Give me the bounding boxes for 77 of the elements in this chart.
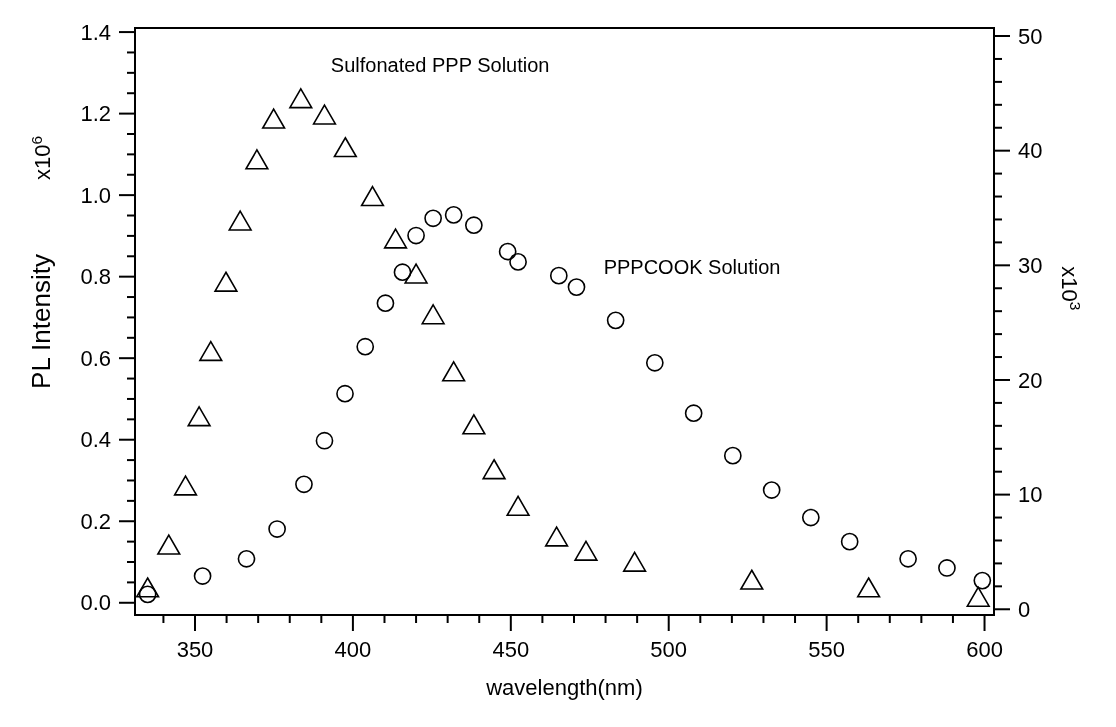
point [312,104,337,125]
point [509,253,527,271]
y-tick-label: 1.4 [80,19,111,45]
point [376,294,395,313]
point [464,216,483,235]
x-tick-label: 400 [334,637,372,662]
point [424,209,442,228]
point [336,384,354,403]
point [645,353,664,372]
point [723,446,742,465]
y-tick-label: 0.0 [80,590,111,616]
point [740,569,764,590]
point [315,431,334,450]
point [973,571,992,590]
point [356,337,375,356]
point [173,475,198,496]
x-tick-label: 450 [492,637,530,662]
point [762,481,781,499]
point [333,136,357,158]
point [421,304,445,325]
point [157,534,181,555]
point [684,404,703,423]
point [214,271,238,292]
x-axis-title: wavelength(nm) [485,675,643,700]
x-tick-label: 600 [966,637,1003,662]
y-tick-label: 0.2 [80,508,111,534]
point [360,185,385,207]
x-tick-label: 350 [176,637,214,662]
y-tick-label: 0.8 [80,264,111,290]
point [899,549,917,568]
y2-tick-label: 10 [1018,482,1043,508]
point [289,88,313,109]
point [199,340,223,362]
point [856,577,881,598]
point [574,540,598,561]
point [135,577,160,598]
point [801,508,820,527]
point [966,586,990,607]
point [295,475,313,494]
point [383,228,408,249]
y2-tick-label: 50 [1018,23,1043,49]
point [498,242,517,261]
point [506,495,530,517]
y2-tick-label: 30 [1018,253,1043,279]
point [245,149,269,170]
point [544,526,569,547]
point [606,311,625,330]
point [228,210,252,231]
point [840,532,859,551]
point [237,549,256,568]
point [261,108,286,129]
series-label: PPPCOOK Solution [603,255,781,278]
point [268,520,286,538]
point [622,551,647,572]
x-tick-label: 500 [650,637,688,662]
y-tick-label: 1.0 [80,182,111,208]
point [441,361,466,382]
y-tick-label: 1.2 [80,101,111,127]
y-axis-title: PL Intensity [26,254,56,389]
point [462,414,486,435]
point [444,206,463,224]
y2-tick-label: 0 [1018,596,1031,622]
point [193,567,212,585]
point [549,266,568,285]
y-tick-label: 0.4 [80,427,111,453]
point [393,263,412,282]
point [187,405,211,427]
point [404,263,428,284]
point [407,226,425,245]
point [482,458,506,480]
y2-tick-label: 40 [1018,138,1043,164]
y2-tick-label: 20 [1018,367,1043,393]
y-tick-label: 0.6 [80,345,111,371]
point [938,559,956,577]
series-label: Sulfonated PPP Solution [330,54,550,77]
point [567,278,586,296]
x-tick-label: 550 [808,637,845,662]
